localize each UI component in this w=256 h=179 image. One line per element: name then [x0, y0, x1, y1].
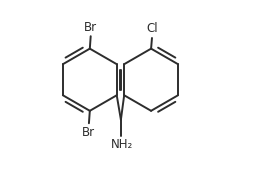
Text: Cl: Cl — [146, 22, 158, 35]
Text: Br: Br — [82, 126, 95, 139]
Text: NH₂: NH₂ — [111, 138, 133, 151]
Text: Br: Br — [84, 21, 97, 33]
